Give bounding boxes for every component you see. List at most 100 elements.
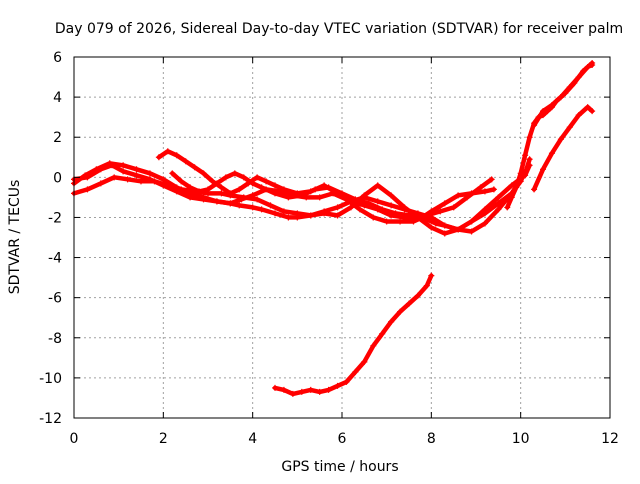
- y-axis-label: SDTVAR / TECUs: [7, 180, 23, 295]
- data-point: [401, 204, 408, 211]
- data-point: [504, 204, 511, 211]
- data-point: [298, 192, 305, 199]
- series-track-4: [155, 148, 533, 235]
- data-point: [495, 194, 502, 201]
- data-point: [548, 104, 555, 111]
- data-point: [406, 300, 412, 307]
- data-point: [495, 200, 502, 207]
- data-point: [294, 214, 301, 221]
- y-tick-label: 4: [53, 90, 62, 106]
- data-point: [280, 386, 287, 393]
- data-point: [571, 80, 578, 87]
- y-tick-label: -10: [39, 371, 62, 387]
- data-point: [365, 200, 372, 207]
- data-point: [557, 136, 564, 143]
- data-point: [428, 272, 435, 279]
- data-point: [227, 200, 234, 207]
- data-point: [397, 218, 404, 225]
- data-point: [388, 192, 395, 199]
- data-point: [468, 218, 475, 225]
- data-point: [285, 214, 292, 221]
- data-point: [312, 186, 319, 193]
- data-point: [383, 218, 390, 225]
- data-point: [155, 154, 162, 161]
- data-point: [200, 194, 207, 201]
- data-point: [236, 186, 243, 193]
- series-layer: [71, 60, 596, 397]
- data-point: [361, 358, 368, 365]
- data-point: [419, 214, 426, 221]
- data-point: [146, 170, 153, 177]
- data-point: [531, 186, 538, 193]
- data-point: [495, 206, 502, 213]
- data-point: [325, 184, 332, 191]
- data-point: [231, 170, 238, 177]
- data-point: [218, 190, 225, 197]
- data-point: [540, 166, 546, 173]
- x-axis-label: GPS time / hours: [281, 459, 398, 475]
- x-tick-label: 12: [601, 431, 619, 447]
- data-point: [280, 186, 287, 193]
- x-tick-label: 0: [70, 431, 79, 447]
- data-point: [508, 182, 515, 189]
- data-point: [584, 104, 591, 111]
- y-tick-label: -6: [48, 291, 62, 307]
- series-line: [531, 104, 595, 192]
- data-point: [249, 204, 256, 211]
- data-point: [267, 202, 274, 209]
- data-point: [240, 194, 247, 201]
- data-point: [200, 170, 207, 177]
- data-point: [406, 212, 412, 219]
- data-point: [589, 60, 596, 67]
- data-point: [209, 178, 216, 185]
- data-point: [361, 192, 368, 199]
- data-point: [540, 112, 546, 119]
- data-point: [477, 184, 484, 191]
- data-point: [374, 182, 381, 189]
- data-point: [508, 194, 515, 201]
- data-point: [423, 282, 430, 289]
- data-point: [249, 180, 256, 187]
- data-point: [240, 174, 247, 181]
- data-point: [222, 174, 229, 181]
- data-point: [173, 152, 180, 159]
- y-tick-label: -8: [48, 331, 62, 347]
- data-point: [481, 188, 488, 195]
- data-point: [272, 210, 278, 217]
- data-point: [254, 196, 261, 203]
- y-tick-label: 6: [53, 50, 62, 66]
- data-point: [133, 166, 140, 173]
- data-point: [544, 108, 551, 115]
- data-point: [517, 170, 524, 177]
- data-point: [388, 318, 395, 325]
- data-point: [352, 196, 359, 203]
- data-point: [133, 172, 140, 179]
- data-point: [84, 186, 91, 193]
- data-point: [205, 186, 211, 193]
- data-point: [428, 224, 435, 231]
- data-point: [280, 208, 287, 215]
- data-point: [423, 216, 430, 223]
- data-point: [93, 166, 100, 173]
- data-point: [169, 170, 176, 177]
- data-point: [513, 184, 520, 191]
- data-point: [111, 174, 118, 181]
- data-point: [343, 378, 350, 385]
- data-point: [428, 208, 435, 215]
- data-point: [272, 182, 278, 189]
- x-tick-label: 6: [338, 431, 347, 447]
- data-point: [437, 208, 444, 215]
- data-point: [553, 98, 560, 105]
- data-point: [316, 194, 323, 201]
- data-point: [468, 228, 475, 235]
- data-point: [334, 212, 341, 219]
- data-point: [488, 176, 495, 183]
- data-point: [182, 158, 189, 165]
- data-point: [218, 184, 225, 191]
- data-point: [187, 184, 194, 191]
- data-point: [151, 178, 158, 185]
- data-point: [432, 220, 439, 227]
